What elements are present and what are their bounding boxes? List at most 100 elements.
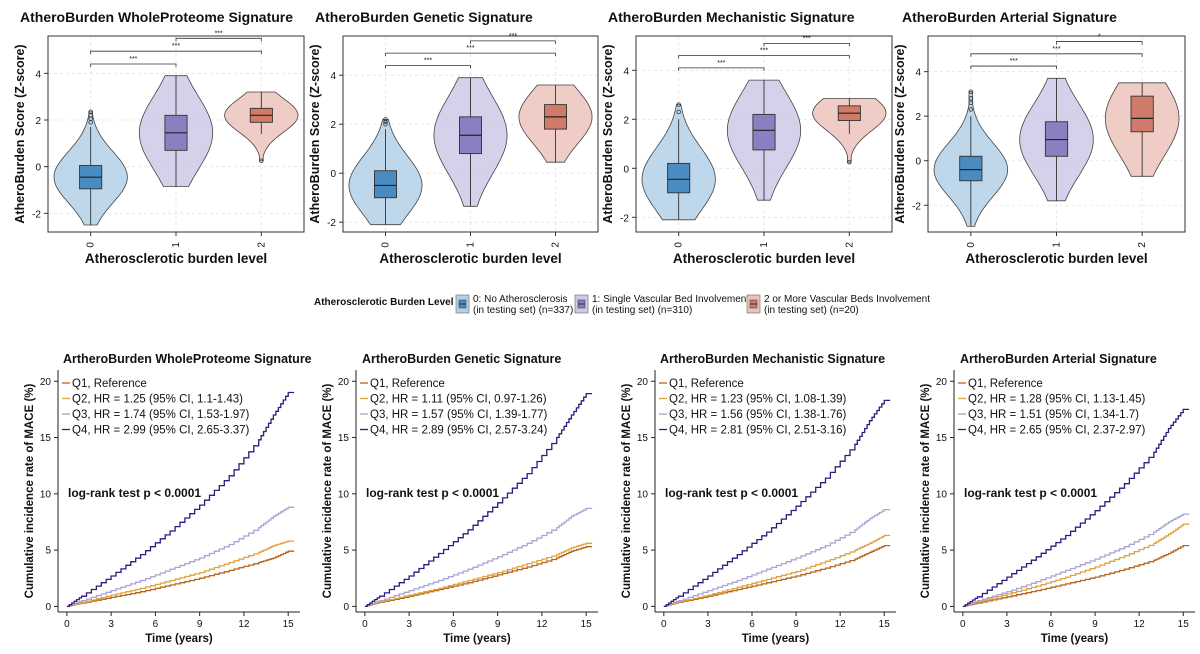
y-tick-label: 15 [637,433,649,444]
x-tick-label: 0 [362,619,368,630]
series-legend-label: Q4, HR = 2.65 (95% CI, 2.37-2.97) [968,425,1146,437]
significance-bracket [90,63,177,67]
x-tick-label: 3 [108,619,114,630]
x-axis-label: Atherosclerotic burden level [379,251,561,266]
y-tick-label: 0 [941,602,947,613]
x-axis-label: Time (years) [742,633,810,645]
significance-bracket [470,40,556,44]
y-tick-label: 5 [941,546,947,557]
significance-label: *** [1052,46,1060,53]
outlier-point [968,89,974,94]
series-legend-label: Q1, Reference [370,378,445,390]
incidence-series-line [663,508,891,608]
burden-level-legend: Atherosclerotic Burden Level 0: No Athero… [314,294,930,316]
incidence-title: ArtheroBurden Mechanistic Signature [660,352,885,366]
y-tick-label: 10 [936,489,948,500]
x-tick-label: 6 [451,619,457,630]
incidence-chart-1: ArtheroBurden Genetic Signature 0 5 10 15 20 0… [322,352,598,645]
x-tick-label: 12 [1134,619,1146,630]
y-tick-label: 0 [35,163,41,174]
y-tick-label: 5 [642,546,648,557]
x-tick-label: 6 [153,619,159,630]
x-tick-label: 1 [466,242,477,248]
x-tick-label: 9 [793,619,799,630]
violin-title: AtheroBurden WholeProteome Signature [20,9,293,25]
series-legend-label: Q3, HR = 1.51 (95% CI, 1.34-1.7) [968,409,1139,421]
outlier-point [968,96,974,101]
series-legend-label: Q1, Reference [968,378,1043,390]
legend-item-2: 2 or More Vascular Beds Involvement(in t… [746,294,930,316]
significance-label: *** [509,33,517,40]
logrank-annotation: log-rank test p < 0.0001 [665,486,798,500]
x-tick-label: 1 [1052,242,1063,248]
series-legend-label: Q4, HR = 2.81 (95% CI, 2.51-3.16) [669,425,847,437]
significance-bracket [385,52,556,57]
significance-bracket [90,50,262,55]
legend-title: Atherosclerotic Burden Level [314,297,454,308]
y-tick-label: 20 [338,377,350,388]
x-tick-label: 1 [171,242,182,248]
y-tick-label: 4 [623,66,629,77]
incidence-chart-2: ArtheroBurden Mechanistic Signature 0 5 10 1… [621,352,896,645]
outlier-point [88,109,93,115]
x-tick-label: 0 [64,619,70,630]
x-tick-label: 0 [661,619,667,630]
series-legend-label: Q3, HR = 1.56 (95% CI, 1.38-1.76) [669,409,847,421]
y-tick-label: -2 [32,209,41,220]
incidence-title: ArtheroBurden Genetic Signature [362,352,561,366]
logrank-annotation: log-rank test p < 0.0001 [68,486,201,500]
box-iqr [1130,95,1154,133]
outlier-point [383,117,388,122]
y-axis-label: AtheroBurden Score (Z-score) [893,44,907,223]
significance-label: *** [760,48,768,55]
legend-item-0: 0: No Atherosclerosis(in testing set) (n… [455,294,573,316]
significance-bracket [678,67,765,71]
incidence-series-line [962,523,1190,608]
significance-bracket [1056,41,1143,45]
significance-label: *** [172,43,180,50]
x-tick-label: 0 [966,242,977,248]
y-tick-label: 0 [915,157,921,168]
x-tick-label: 2 [1137,242,1148,248]
y-tick-label: 15 [40,433,52,444]
significance-label: * [1098,34,1101,41]
incidence-series-line [364,392,593,608]
y-tick-label: 4 [915,68,921,79]
outlier-point [259,158,264,164]
series-legend-label: Q3, HR = 1.57 (95% CI, 1.39-1.77) [370,409,548,421]
box-iqr [752,113,776,151]
x-axis-label: Time (years) [1041,633,1109,645]
y-tick-label: 2 [330,120,336,131]
series-legend-label: Q1, Reference [72,378,147,390]
incidence-series-line [364,542,593,608]
incidence-series-line [364,507,593,608]
incidence-title: ArtheroBurden Arterial Signature [960,352,1157,366]
incidence-series-line [66,506,295,608]
significance-label: *** [466,45,474,52]
y-tick-label: 20 [40,377,52,388]
y-axis-label: Cumulative incidence rate of MACE (%) [920,383,932,598]
y-tick-label: 10 [338,489,350,500]
x-tick-label: 9 [1092,619,1098,630]
y-tick-label: 20 [936,377,948,388]
y-tick-label: 4 [35,69,41,80]
incidence-series-line [66,391,295,608]
y-tick-label: -2 [327,218,336,229]
y-tick-label: 15 [936,433,948,444]
significance-bracket [385,65,471,69]
significance-bracket [763,42,850,47]
y-axis-label: AtheroBurden Score (Z-score) [601,44,615,223]
violin-panels: AtheroBurden WholeProteome Signature -2 0 2… [13,9,1186,266]
x-tick-label: 9 [495,619,501,630]
legend-item-line2: (in testing set) (n=337) [473,305,573,316]
outlier-point [383,121,388,127]
significance-label: *** [424,57,432,64]
logrank-annotation: log-rank test p < 0.0001 [366,486,499,500]
y-axis-label: AtheroBurden Score (Z-score) [308,44,322,223]
y-tick-label: 0 [343,602,349,613]
outlier-point [676,109,681,115]
x-tick-label: 12 [536,619,548,630]
y-tick-label: 20 [637,377,649,388]
